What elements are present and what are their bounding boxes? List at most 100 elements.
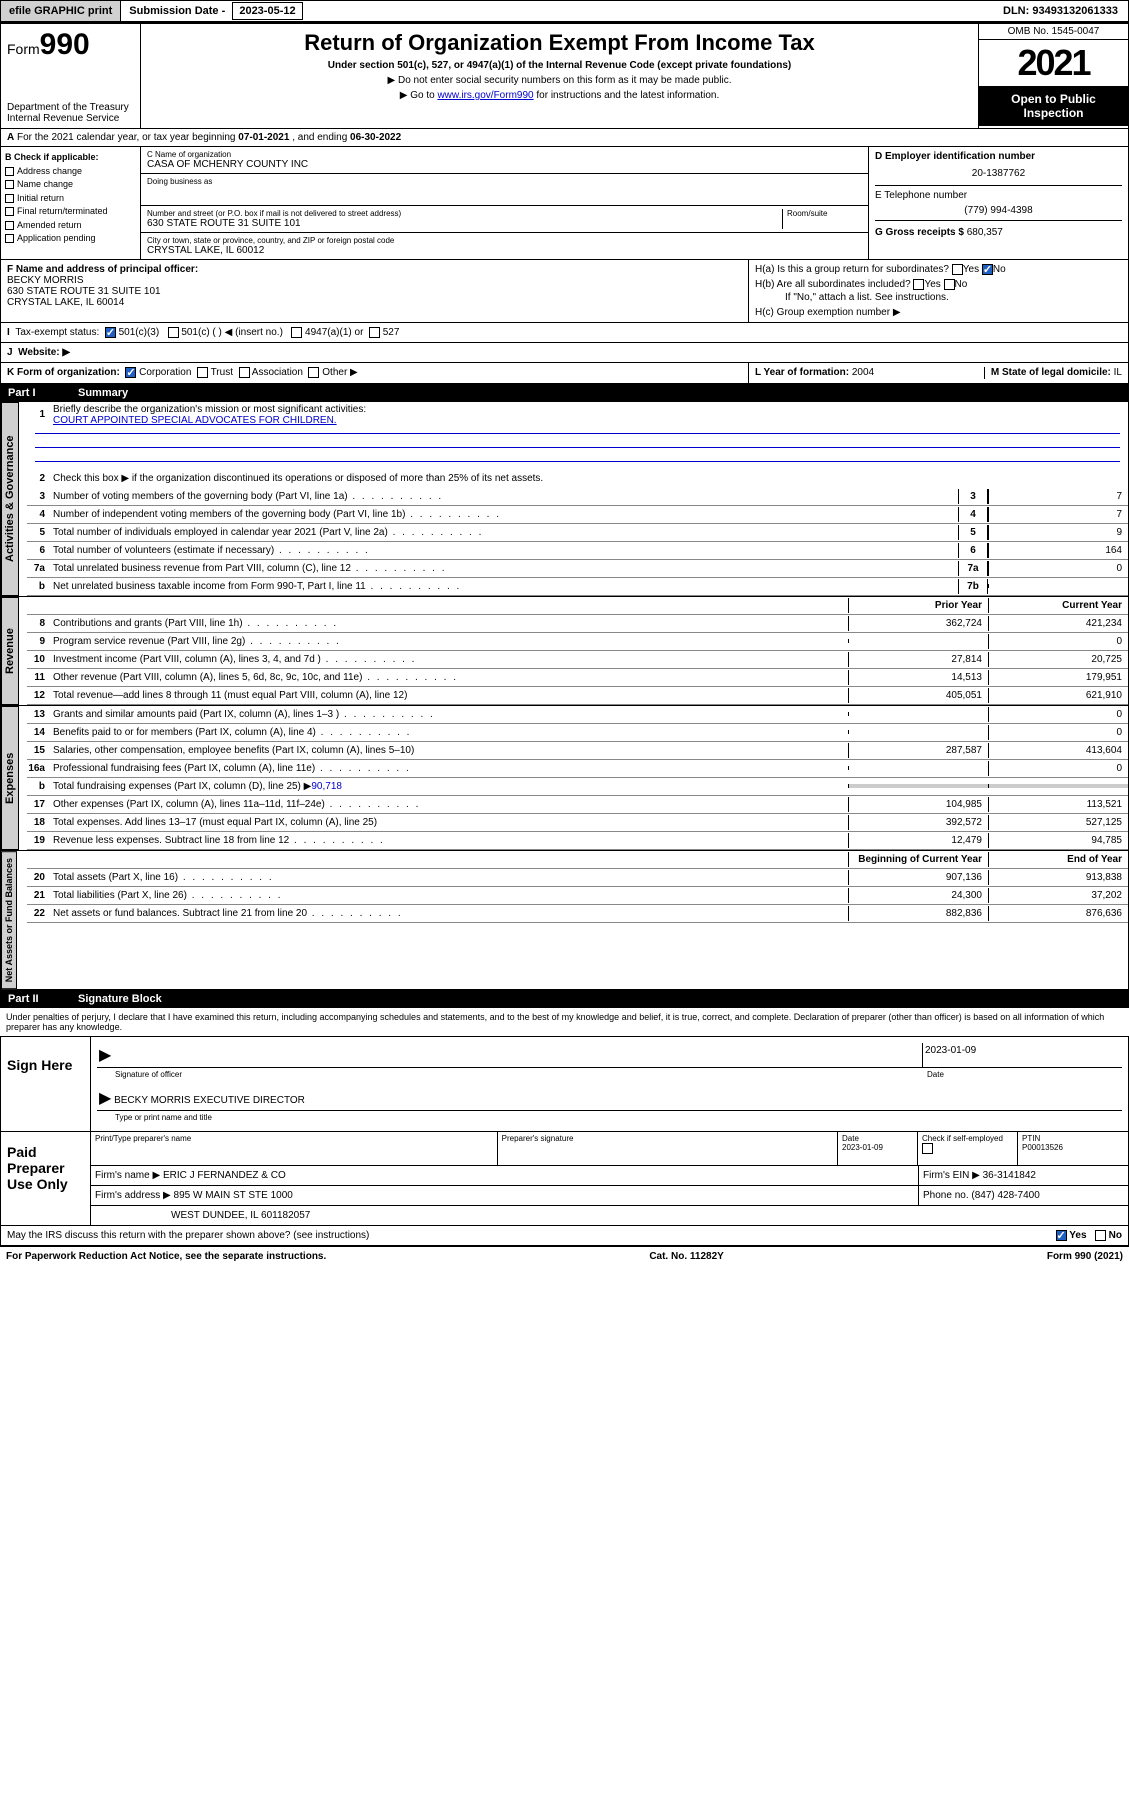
- l15-cur: 413,604: [988, 743, 1128, 758]
- col-c: C Name of organizationCASA OF MCHENRY CO…: [141, 147, 868, 259]
- l17-prior: 104,985: [848, 797, 988, 812]
- sig-name-val: BECKY MORRIS EXECUTIVE DIRECTOR: [114, 1095, 305, 1106]
- declaration: Under penalties of perjury, I declare th…: [0, 1008, 1129, 1036]
- l13-prior: [848, 712, 988, 716]
- l7b-text: Net unrelated business taxable income fr…: [49, 579, 958, 594]
- l11-cur: 179,951: [988, 670, 1128, 685]
- form-num: 990: [40, 28, 90, 61]
- footer-left: For Paperwork Reduction Act Notice, see …: [6, 1251, 326, 1262]
- chk-other[interactable]: [308, 367, 319, 378]
- chk-trust[interactable]: [197, 367, 208, 378]
- phone-val: (779) 994-4398: [875, 205, 1122, 216]
- tab-net-assets: Net Assets or Fund Balances: [1, 851, 17, 989]
- officer-name: BECKY MORRIS: [7, 275, 84, 286]
- chk-corp[interactable]: [125, 367, 136, 378]
- sig-name-lbl: Type or print name and title: [115, 1113, 212, 1122]
- tab-expenses: Expenses: [1, 706, 19, 850]
- ha-no[interactable]: [982, 264, 993, 275]
- chk-app[interactable]: Application pending: [5, 232, 136, 246]
- sign-block: Sign Here ▶Signature of officer 2023-01-…: [0, 1036, 1129, 1132]
- footer-mid: Cat. No. 11282Y: [649, 1251, 723, 1262]
- prep-sig-lbl: Preparer's signature: [502, 1134, 833, 1143]
- discuss-row: May the IRS discuss this return with the…: [0, 1226, 1129, 1246]
- j-lbl: Website: ▶: [18, 347, 70, 358]
- l15-prior: 287,587: [848, 743, 988, 758]
- chk-501c[interactable]: [168, 327, 179, 338]
- irs-label: Internal Revenue Service: [7, 113, 134, 124]
- discuss-yes-lbl: Yes: [1069, 1230, 1086, 1241]
- hb-yes-lbl: Yes: [924, 279, 940, 290]
- l8-prior: 362,724: [848, 616, 988, 631]
- hdr-end: End of Year: [988, 852, 1128, 867]
- chk-501c3[interactable]: [105, 327, 116, 338]
- discuss-no[interactable]: [1095, 1230, 1106, 1241]
- l11-text: Other revenue (Part VIII, column (A), li…: [49, 670, 848, 685]
- expenses-section: Expenses 13Grants and similar amounts pa…: [0, 706, 1129, 851]
- chk-self-emp[interactable]: [922, 1143, 933, 1154]
- mission-link[interactable]: COURT APPOINTED SPECIAL ADVOCATES FOR CH…: [53, 415, 337, 426]
- instructions-link[interactable]: www.irs.gov/Form990: [437, 90, 533, 101]
- l3-val: 7: [988, 489, 1128, 504]
- chk-4947[interactable]: [291, 327, 302, 338]
- ein-val: 20-1387762: [875, 168, 1122, 179]
- l22-cur: 876,636: [988, 906, 1128, 921]
- org-name: CASA OF MCHENRY COUNTY INC: [147, 159, 862, 170]
- section-klm: K Form of organization: Corporation Trus…: [0, 363, 1129, 383]
- col-h: H(a) Is this a group return for subordin…: [748, 260, 1128, 322]
- l19-cur: 94,785: [988, 833, 1128, 848]
- activities-governance: Activities & Governance 1Briefly describ…: [0, 402, 1129, 597]
- l7a-text: Total unrelated business revenue from Pa…: [49, 561, 958, 576]
- footer-right: Form 990 (2021): [1047, 1251, 1123, 1262]
- dept-treasury: Department of the Treasury: [7, 102, 134, 113]
- l9-text: Program service revenue (Part VIII, line…: [49, 634, 848, 649]
- city-val: CRYSTAL LAKE, IL 60012: [147, 245, 862, 256]
- l13-cur: 0: [988, 707, 1128, 722]
- part-2-header: Part II Signature Block: [0, 990, 1129, 1008]
- ha-yes[interactable]: [952, 264, 963, 275]
- l16b-pre: Total fundraising expenses (Part IX, col…: [53, 781, 311, 792]
- l17-cur: 113,521: [988, 797, 1128, 812]
- chk-app-lbl: Application pending: [17, 233, 96, 243]
- chk-final[interactable]: Final return/terminated: [5, 205, 136, 219]
- firm-addr-val: 895 W MAIN ST STE 1000: [174, 1190, 293, 1201]
- chk-amended[interactable]: Amended return: [5, 219, 136, 233]
- l16b-text: Total fundraising expenses (Part IX, col…: [49, 779, 848, 794]
- firm-val: ERIC J FERNANDEZ & CO: [163, 1170, 286, 1181]
- l21-cur: 37,202: [988, 888, 1128, 903]
- hdr-begin: Beginning of Current Year: [848, 852, 988, 867]
- dba-lbl: Doing business as: [147, 177, 862, 186]
- paid-label: Paid Preparer Use Only: [1, 1132, 91, 1225]
- d-lbl: D Employer identification number: [875, 151, 1035, 162]
- firm-addr-lbl: Firm's address ▶: [95, 1190, 174, 1201]
- ptin-val: P00013526: [1022, 1143, 1124, 1152]
- ha-lbl: H(a) Is this a group return for subordin…: [755, 264, 949, 275]
- discuss-yes[interactable]: [1056, 1230, 1067, 1241]
- hb-no[interactable]: [944, 279, 955, 290]
- c-name-lbl: C Name of organization: [147, 150, 862, 159]
- l21-prior: 24,300: [848, 888, 988, 903]
- line-a: A For the 2021 calendar year, or tax yea…: [0, 129, 1129, 147]
- sign-here-label: Sign Here: [1, 1037, 91, 1131]
- firm-phone-val: (847) 428-7400: [971, 1190, 1039, 1201]
- subtitle-3: ▶ Go to www.irs.gov/Form990 for instruct…: [147, 90, 972, 101]
- l17-text: Other expenses (Part IX, column (A), lin…: [49, 797, 848, 812]
- sig-date-val: 2023-01-09: [925, 1045, 976, 1056]
- a-begin: 07-01-2021: [238, 132, 289, 143]
- header-mid: Return of Organization Exempt From Incom…: [141, 24, 978, 128]
- chk-assoc[interactable]: [239, 367, 250, 378]
- tax-year: 2021: [979, 40, 1128, 86]
- chk-address[interactable]: Address change: [5, 165, 136, 179]
- hdr-prior: Prior Year: [848, 598, 988, 613]
- chk-name[interactable]: Name change: [5, 178, 136, 192]
- chk-527[interactable]: [369, 327, 380, 338]
- efile-print-btn[interactable]: efile GRAPHIC print: [1, 1, 121, 21]
- l10-text: Investment income (Part VIII, column (A)…: [49, 652, 848, 667]
- hb-yes[interactable]: [913, 279, 924, 290]
- firm-phone-lbl: Phone no.: [923, 1190, 971, 1201]
- k-trust: Trust: [211, 368, 233, 379]
- col-f: F Name and address of principal officer:…: [1, 260, 748, 322]
- chk-initial[interactable]: Initial return: [5, 192, 136, 206]
- col-deg: D Employer identification number 20-13877…: [868, 147, 1128, 259]
- street-val: 630 STATE ROUTE 31 SUITE 101: [147, 218, 782, 229]
- sub-lbl: Submission Date -: [129, 5, 228, 17]
